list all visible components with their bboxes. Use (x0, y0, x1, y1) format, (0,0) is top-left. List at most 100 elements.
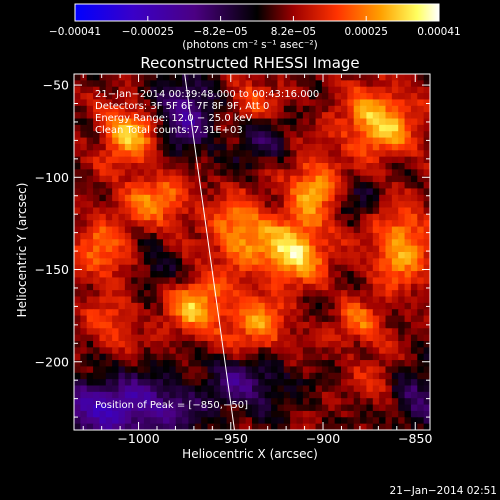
heatmap-cell (232, 417, 240, 425)
heatmap-cell (169, 410, 177, 418)
heatmap-cell (410, 74, 418, 81)
heatmap-cell (220, 379, 228, 387)
heatmap-cell (207, 385, 215, 393)
heatmap-cell (99, 328, 107, 336)
heatmap-cell (169, 271, 177, 279)
heatmap-cell (283, 391, 291, 399)
heatmap-cell (404, 252, 412, 259)
heatmap-cell (379, 271, 387, 279)
heatmap-cell (296, 277, 304, 285)
heatmap-cell (391, 391, 399, 399)
heatmap-cell (341, 385, 348, 393)
heatmap-cell (226, 150, 234, 158)
heatmap-cell (296, 232, 304, 240)
heatmap-cell (391, 334, 399, 342)
heatmap-cell (353, 252, 361, 259)
heatmap-cell (163, 309, 170, 317)
heatmap-cell (372, 131, 380, 139)
heatmap-cell (328, 74, 336, 81)
heatmap-cell (379, 175, 387, 183)
heatmap-cell (321, 93, 329, 101)
heatmap-cell (296, 150, 304, 158)
heatmap-cell (321, 398, 329, 406)
heatmap-cell (283, 105, 291, 113)
heatmap-cell (163, 118, 170, 126)
heatmap-cell (175, 315, 183, 323)
heatmap-cell (213, 239, 221, 247)
heatmap-cell (156, 252, 164, 259)
heatmap-cell (353, 264, 361, 272)
heatmap-cell (360, 169, 368, 177)
heatmap-cell (341, 169, 348, 177)
heatmap-cell (188, 398, 196, 406)
heatmap-cell (379, 131, 387, 139)
heatmap-cell (321, 372, 329, 380)
heatmap-cell (80, 264, 88, 272)
heatmap-cell (404, 137, 412, 145)
heatmap-cell (315, 417, 323, 425)
heatmap-cell (137, 296, 145, 304)
heatmap-cell (143, 80, 151, 88)
heatmap-cell (86, 283, 94, 291)
heatmap-cell (124, 163, 132, 170)
heatmap-cell (309, 137, 317, 145)
heatmap-cell (391, 131, 399, 139)
heatmap-cell (93, 239, 101, 247)
heatmap-cell (93, 360, 101, 368)
heatmap-cell (264, 182, 272, 190)
heatmap-cell (334, 182, 342, 190)
heatmap-cell (143, 175, 151, 183)
heatmap-cell (334, 309, 342, 317)
heatmap-cell (379, 360, 387, 368)
heatmap-cell (143, 353, 151, 361)
heatmap-cell (341, 410, 348, 418)
heatmap-cell (283, 271, 291, 279)
heatmap-cell (315, 150, 323, 158)
heatmap-cell (372, 194, 380, 202)
heatmap-cell (347, 226, 355, 234)
heatmap-cell (239, 302, 247, 310)
heatmap-cell (410, 131, 418, 139)
heatmap-cell (105, 258, 113, 266)
heatmap-cell (232, 143, 240, 151)
heatmap-cell (137, 360, 145, 368)
heatmap-cell (410, 220, 418, 228)
heatmap-cell (271, 112, 279, 120)
heatmap-cell (220, 398, 228, 406)
heatmap-cell (201, 366, 209, 374)
heatmap-cell (410, 404, 418, 412)
heatmap-cell (271, 277, 279, 285)
heatmap-cell (137, 372, 145, 380)
heatmap-cell (385, 194, 393, 202)
heatmap-cell (232, 252, 240, 259)
heatmap-cell (232, 150, 240, 158)
heatmap-cell (124, 398, 132, 406)
heatmap-cell (194, 347, 202, 355)
heatmap-cell (99, 277, 107, 285)
heatmap-cell (150, 188, 158, 196)
heatmap-cell (321, 404, 329, 412)
heatmap-cell (105, 379, 113, 387)
heatmap-cell (232, 86, 240, 94)
heatmap-cell (258, 417, 266, 425)
heatmap-cell (347, 143, 355, 151)
heatmap-cell (137, 398, 145, 406)
heatmap-cell (264, 124, 272, 132)
heatmap-cell (201, 156, 209, 164)
heatmap-cell (315, 163, 323, 170)
heatmap-cell (347, 131, 355, 139)
heatmap-cell (404, 404, 412, 412)
heatmap-cell (398, 385, 406, 393)
heatmap-cell (80, 137, 88, 145)
heatmap-cell (194, 150, 202, 158)
heatmap-cell (372, 341, 380, 348)
heatmap-cell (410, 366, 418, 374)
heatmap-cell (99, 385, 107, 393)
heatmap-cell (283, 398, 291, 406)
heatmap-cell (328, 360, 336, 368)
colorbar-tick-label: −8.2e−05 (194, 26, 248, 38)
heatmap-cell (379, 220, 387, 228)
heatmap-cell (80, 353, 88, 361)
heatmap-cell (239, 182, 247, 190)
heatmap-cell (385, 341, 393, 348)
